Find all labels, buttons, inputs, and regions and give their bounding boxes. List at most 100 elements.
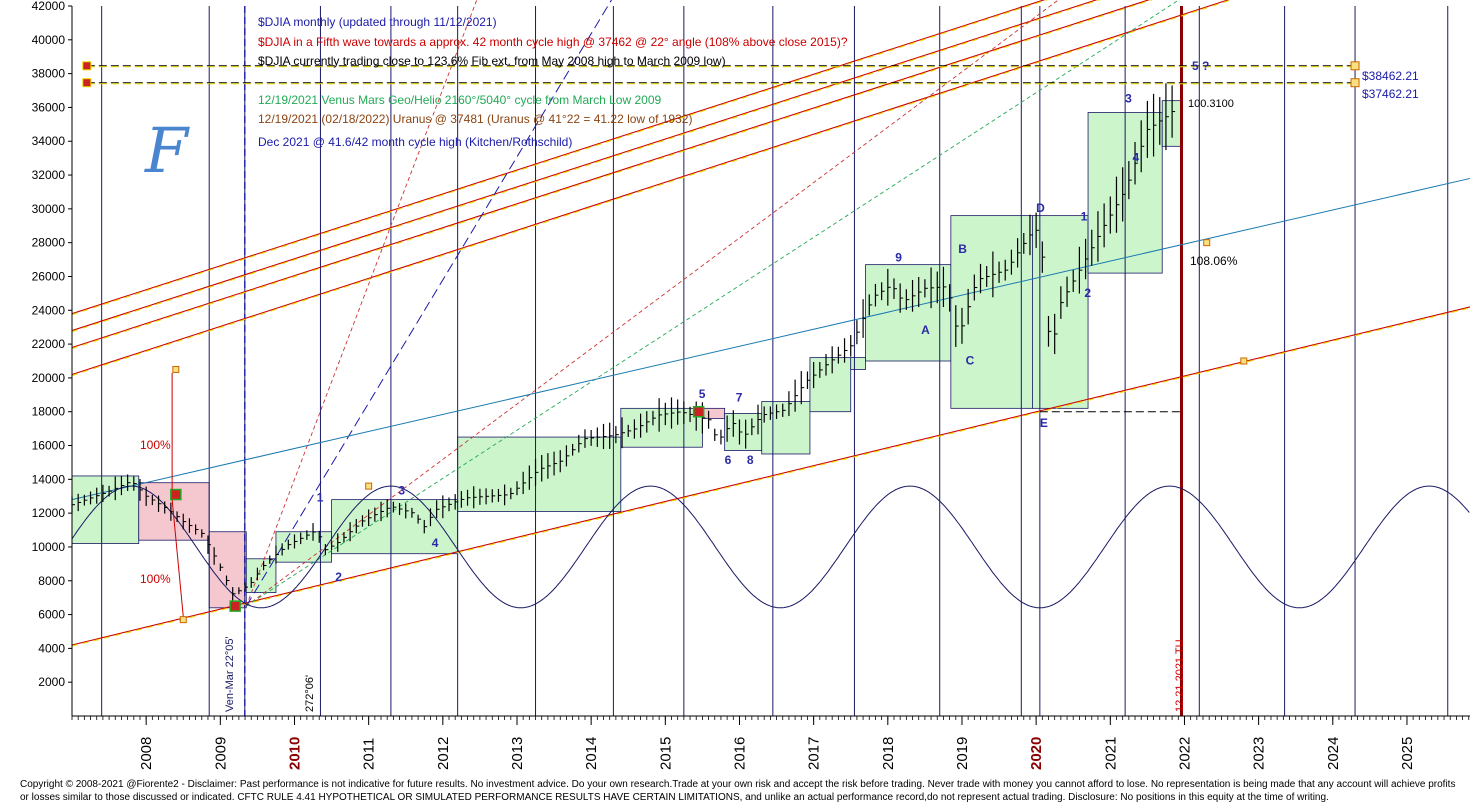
y-tick-label: 20000 (32, 371, 66, 385)
x-tick-label: 2013 (509, 737, 526, 770)
x-tick-label: 2018 (880, 737, 897, 770)
target-marker (172, 365, 180, 373)
y-tick-label: 4000 (38, 641, 65, 655)
wave-box (1032, 215, 1089, 409)
x-tick-label: 2025 (1399, 737, 1416, 770)
wave-label: 5 (699, 387, 706, 401)
vert-label-2010: 272°06' (304, 675, 316, 712)
pct-100-up: 100% (140, 438, 171, 452)
x-tick-label: 2022 (1176, 737, 1193, 770)
angle-line-yellow (71, 0, 1049, 316)
wave-box (457, 436, 622, 512)
angle-lines (71, 0, 1471, 647)
wave-label: 3 (398, 484, 405, 498)
angle-line (71, 0, 1046, 315)
wave-label: 8 (747, 453, 754, 467)
pct-arrows (171, 372, 184, 617)
wave-label: 1 (317, 490, 324, 504)
y-tick-label: 10000 (32, 540, 66, 554)
y-tick-label: 14000 (32, 472, 66, 486)
trend-line-blue (71, 177, 1471, 501)
level-label-38462: $38462.21 (1362, 69, 1419, 83)
wave-label: 3 (1125, 91, 1132, 105)
logo-f: F (144, 114, 190, 187)
angle-line (71, 0, 1098, 332)
y-tick-label: 18000 (32, 405, 66, 419)
fan-line-green (246, 0, 1180, 607)
y-tick-label: 42000 (32, 0, 66, 13)
wave-box (701, 407, 726, 419)
wave-box (865, 264, 952, 362)
header-line-3: $DJIA currently trading close to 123.6% … (258, 54, 726, 68)
wave-markers (170, 239, 1248, 624)
wave-label: 6 (725, 453, 732, 467)
angle-line (71, 0, 1151, 348)
target-marker (365, 482, 373, 490)
wave-label: 1 (1081, 210, 1088, 224)
wave-box (724, 413, 763, 451)
wave-label: 9 (895, 250, 902, 264)
y-tick-label: 26000 (32, 269, 66, 283)
pct-108: 108.06% (1190, 254, 1238, 268)
pct-100-down: 100% (140, 572, 171, 586)
wave-boxes (71, 100, 1182, 609)
price-bars (71, 83, 1176, 601)
wave-label: 7 (736, 391, 743, 405)
wave-label: B (958, 242, 967, 256)
y-tick-label: 24000 (32, 303, 66, 317)
value-100-31: 100.3100 (1188, 98, 1234, 110)
level-marker (1350, 78, 1360, 88)
x-tick-label: 2008 (138, 737, 155, 770)
fan-line-steep (245, 0, 613, 607)
y-tick-label: 40000 (32, 33, 66, 47)
target-marker (1203, 239, 1211, 247)
cycle-wave-path (71, 485, 1470, 609)
y-tick-label: 32000 (32, 168, 66, 182)
x-tick-label: 2023 (1251, 737, 1268, 770)
y-tick-label: 36000 (32, 100, 66, 114)
angle-line-yellow (71, 0, 1101, 333)
axes: 2000 4000 6000 8000 10000 12000 14000 16000 1800… (32, 0, 1470, 770)
level-marker (82, 78, 92, 88)
header-line-5: 12/19/2021 (02/18/2022) Uranus @ 37481 (… (258, 112, 692, 126)
pivot-marker (229, 600, 241, 612)
header-line-4: 12/19/2021 Venus Mars Geo/Helio 2160°/50… (258, 93, 661, 107)
y-tick-label: 30000 (32, 202, 66, 216)
header-line-6: Dec 2021 @ 41.6/42 month cycle high (Kit… (258, 135, 572, 149)
wave-label: E (1040, 416, 1048, 430)
wave-label: 4 (432, 536, 439, 550)
wave-label: 4 (1133, 151, 1140, 165)
wave-5-question: 5 ? (1192, 59, 1209, 73)
level-label-37462: $37462.21 (1362, 87, 1419, 101)
wave-label: 2 (1084, 286, 1091, 300)
y-tick-label: 16000 (32, 439, 66, 453)
wave-label: A (921, 323, 930, 337)
y-tick-label: 28000 (32, 236, 66, 250)
target-marker (1240, 357, 1248, 365)
cycle-sine-wave (71, 485, 1470, 609)
pivot-marker (170, 488, 182, 501)
target-marker (179, 616, 187, 624)
x-tick-label: 2021 (1102, 737, 1119, 770)
y-tick-label: 12000 (32, 506, 66, 520)
x-tick-label: 2012 (435, 737, 452, 770)
wave-box (275, 531, 332, 563)
wave-label: D (1036, 201, 1045, 215)
header-line-2: $DJIA in a Fifth wave towards a approx. … (258, 35, 848, 49)
y-tick-label: 6000 (38, 608, 65, 622)
x-tick-label: 2024 (1325, 737, 1342, 770)
y-tick-label: 8000 (38, 574, 65, 588)
wave-box (761, 401, 811, 455)
wave-label: 2 (335, 570, 342, 584)
fan-line-3 (246, 0, 1059, 607)
wave-box (1161, 100, 1182, 147)
angle-line (71, 306, 1471, 646)
angle-line (71, 0, 1230, 376)
x-tick-label: 2020 (1028, 737, 1045, 770)
vert-label-2009: Ven-Mar 22°05' (224, 636, 236, 712)
fan-line-2 (245, 0, 478, 607)
x-tick-label: 2016 (731, 737, 748, 770)
angle-line-yellow (71, 307, 1471, 647)
wave-box (850, 357, 866, 370)
